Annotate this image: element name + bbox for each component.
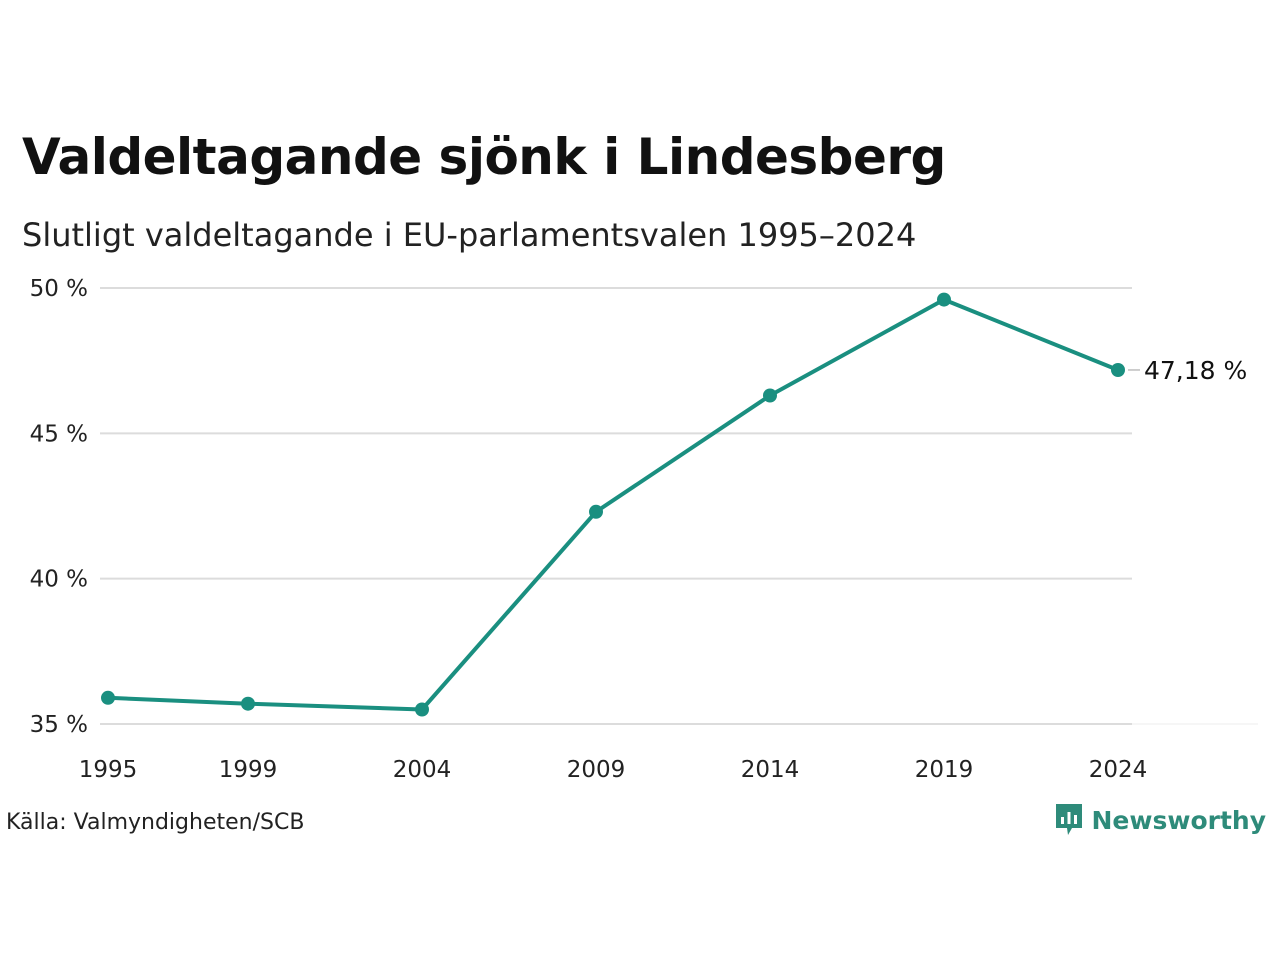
x-tick-label: 1995 — [79, 757, 138, 783]
source-note: Källa: Valmyndigheten/SCB — [6, 810, 305, 835]
end-label-group: 47,18 % — [1128, 356, 1247, 385]
data-point-2024 — [1111, 363, 1125, 377]
data-point-2004 — [415, 702, 429, 717]
newsworthy-logo-icon — [1055, 804, 1082, 835]
x-axis-labels: 1995 1999 2004 2009 2014 2019 2024 — [79, 757, 1148, 783]
y-axis-labels: 35 % 40 % 45 % 50 % — [30, 276, 88, 738]
end-value-label: 47,18 % — [1144, 356, 1247, 385]
series-turnout — [101, 292, 1125, 717]
data-point-2009 — [589, 504, 603, 519]
brand-logo: Newsworthy — [1054, 802, 1267, 838]
x-tick-label: 2004 — [393, 757, 452, 783]
x-tick-label: 2019 — [915, 757, 974, 783]
y-tick-label: 45 % — [30, 421, 88, 447]
x-tick-label: 2024 — [1089, 757, 1148, 783]
data-point-2019 — [937, 292, 951, 307]
x-tick-label: 1999 — [219, 757, 278, 783]
data-point-1995 — [101, 690, 115, 705]
y-tick-label: 50 % — [30, 276, 88, 302]
data-point-2014 — [763, 388, 777, 403]
brand-name: Newsworthy — [1091, 805, 1267, 835]
y-tick-label: 35 % — [30, 712, 88, 738]
data-point-1999 — [241, 696, 255, 711]
x-tick-label: 2009 — [567, 757, 626, 783]
series-line — [106, 297, 1120, 712]
chart-subtitle: Slutligt valdeltagande i EU-parlamentsva… — [22, 216, 917, 254]
y-tick-label: 40 % — [30, 567, 88, 593]
x-tick-label: 2014 — [741, 757, 800, 783]
chart-title: Valdeltagande sjönk i Lindesberg — [22, 128, 946, 186]
gridlines — [100, 287, 1258, 725]
